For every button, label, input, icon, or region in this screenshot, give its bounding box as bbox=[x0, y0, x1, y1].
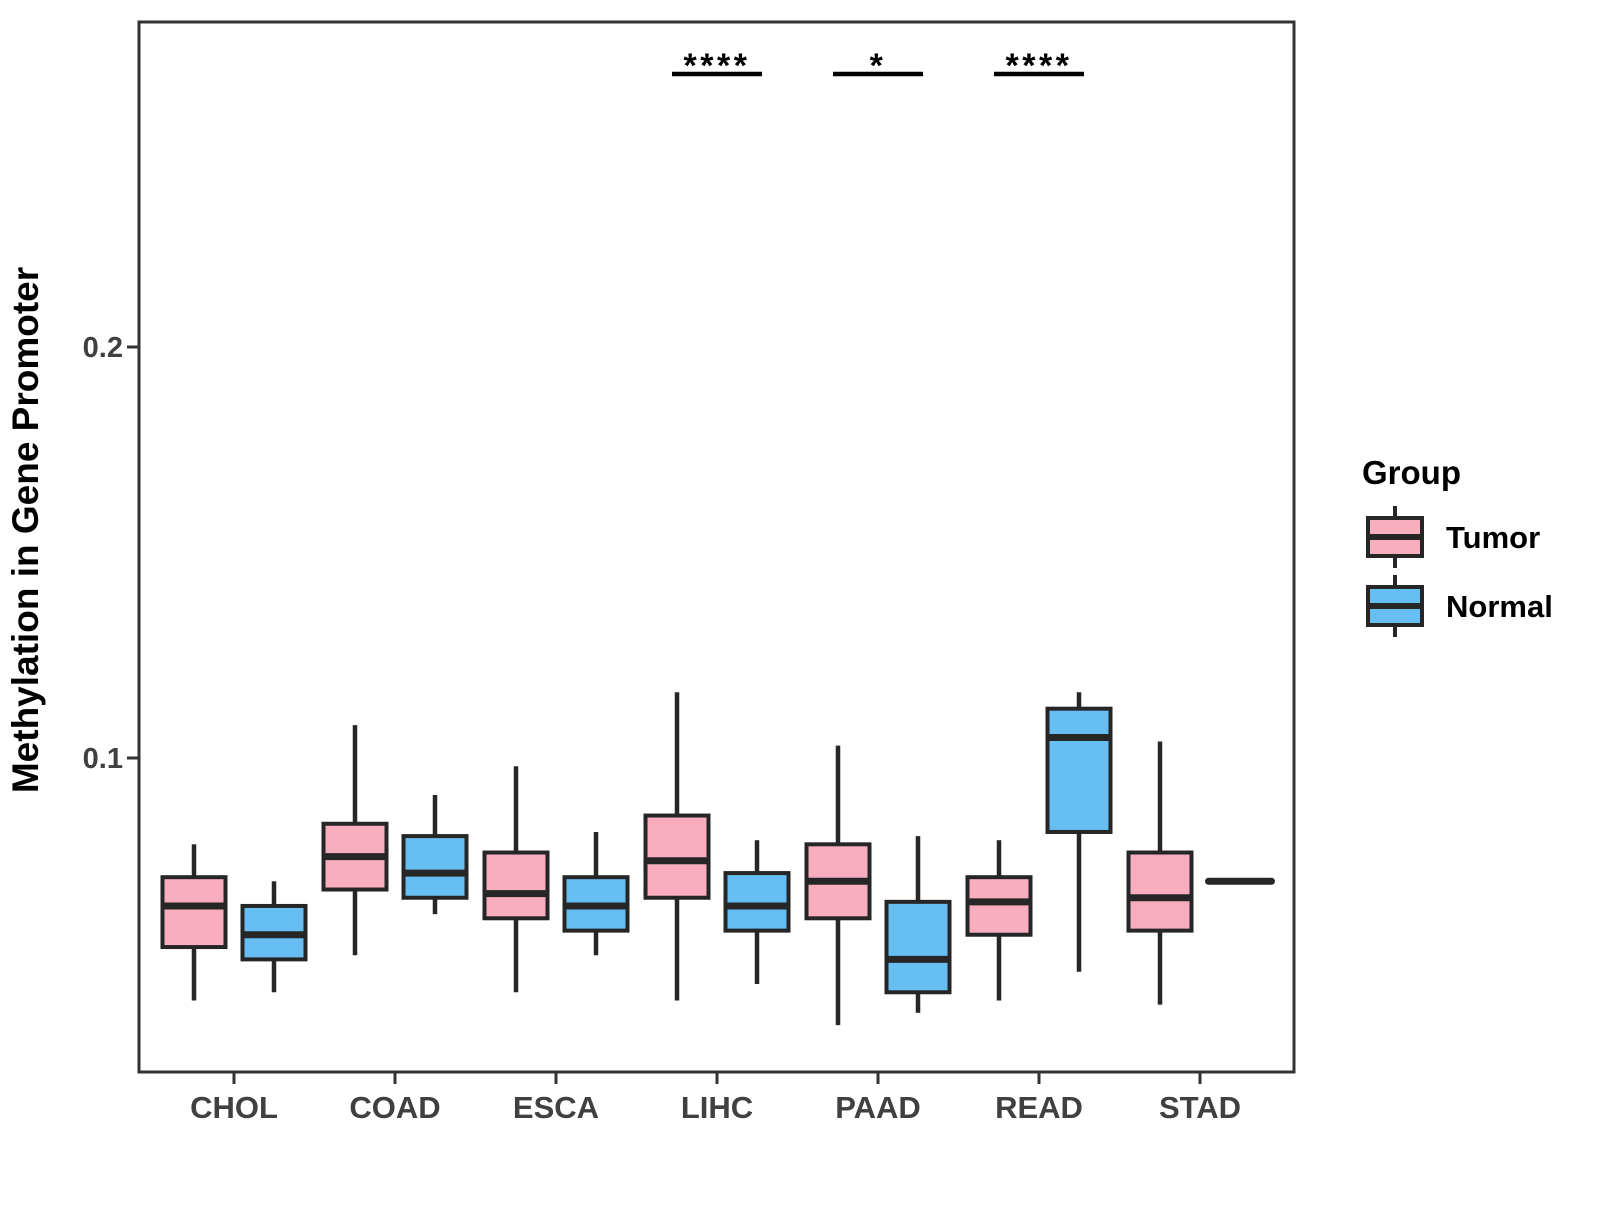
boxplot-stad-tumor bbox=[1126, 741, 1194, 1005]
x-category-label-read: READ bbox=[995, 1090, 1083, 1125]
plot-panel bbox=[137, 20, 1296, 1074]
y-axis-ticks: 0.1 0.2 bbox=[83, 332, 139, 775]
iqr-box bbox=[965, 875, 1033, 937]
legend: Group Tumor Normal bbox=[1362, 454, 1553, 637]
boxplot-chol-normal bbox=[240, 881, 308, 993]
x-category-label-chol: CHOL bbox=[190, 1090, 278, 1125]
boxplot-read-tumor bbox=[965, 840, 1033, 1001]
iqr-box bbox=[1126, 850, 1194, 933]
significance-paad: * bbox=[833, 47, 923, 85]
iqr-box bbox=[643, 813, 711, 900]
boxplot-lihc-normal bbox=[723, 840, 791, 985]
iqr-box bbox=[1045, 706, 1113, 834]
iqr-box bbox=[723, 871, 791, 933]
legend-item-label: Tumor bbox=[1446, 520, 1540, 555]
iqr-box bbox=[884, 899, 952, 995]
x-category-label-stad: STAD bbox=[1159, 1090, 1241, 1125]
significance-annotations: **** * **** bbox=[672, 47, 1084, 85]
significance-stars: * bbox=[870, 47, 887, 85]
boxplot-lihc-tumor bbox=[643, 692, 711, 1001]
significance-stars: **** bbox=[1006, 47, 1073, 85]
x-category-label-coad: COAD bbox=[349, 1090, 440, 1125]
boxplots bbox=[160, 692, 1275, 1026]
x-category-label-esca: ESCA bbox=[513, 1090, 599, 1125]
significance-read: **** bbox=[994, 47, 1084, 85]
boxplot-coad-normal bbox=[401, 794, 469, 915]
legend-item-tumor: Tumor bbox=[1366, 506, 1540, 568]
boxplot-esca-tumor bbox=[482, 766, 550, 993]
boxplot-paad-tumor bbox=[804, 745, 872, 1026]
boxplot-coad-tumor bbox=[321, 725, 389, 956]
legend-title: Group bbox=[1362, 454, 1461, 491]
y-axis-title: Methylation in Gene Promoter bbox=[5, 267, 46, 793]
y-tick-label: 0.1 bbox=[83, 743, 123, 775]
y-tick-label: 0.2 bbox=[83, 332, 123, 364]
x-category-label-lihc: LIHC bbox=[681, 1090, 753, 1125]
significance-stars: **** bbox=[684, 47, 751, 85]
legend-item-label: Normal bbox=[1446, 589, 1553, 624]
iqr-box bbox=[160, 875, 228, 950]
legend-items: Tumor Normal bbox=[1366, 506, 1553, 637]
boxplot-chol-tumor bbox=[160, 844, 228, 1001]
boxplot-paad-normal bbox=[884, 836, 952, 1013]
iqr-box bbox=[401, 834, 469, 900]
boxplot-read-normal bbox=[1045, 692, 1113, 972]
iqr-box bbox=[482, 850, 550, 921]
significance-lihc: **** bbox=[672, 47, 762, 85]
x-category-label-paad: PAAD bbox=[835, 1090, 921, 1125]
boxplot-esca-normal bbox=[562, 831, 630, 956]
x-axis-ticks: CHOL COAD ESCA LIHC PAAD READ STAD bbox=[190, 1072, 1241, 1125]
legend-item-normal: Normal bbox=[1366, 575, 1553, 637]
